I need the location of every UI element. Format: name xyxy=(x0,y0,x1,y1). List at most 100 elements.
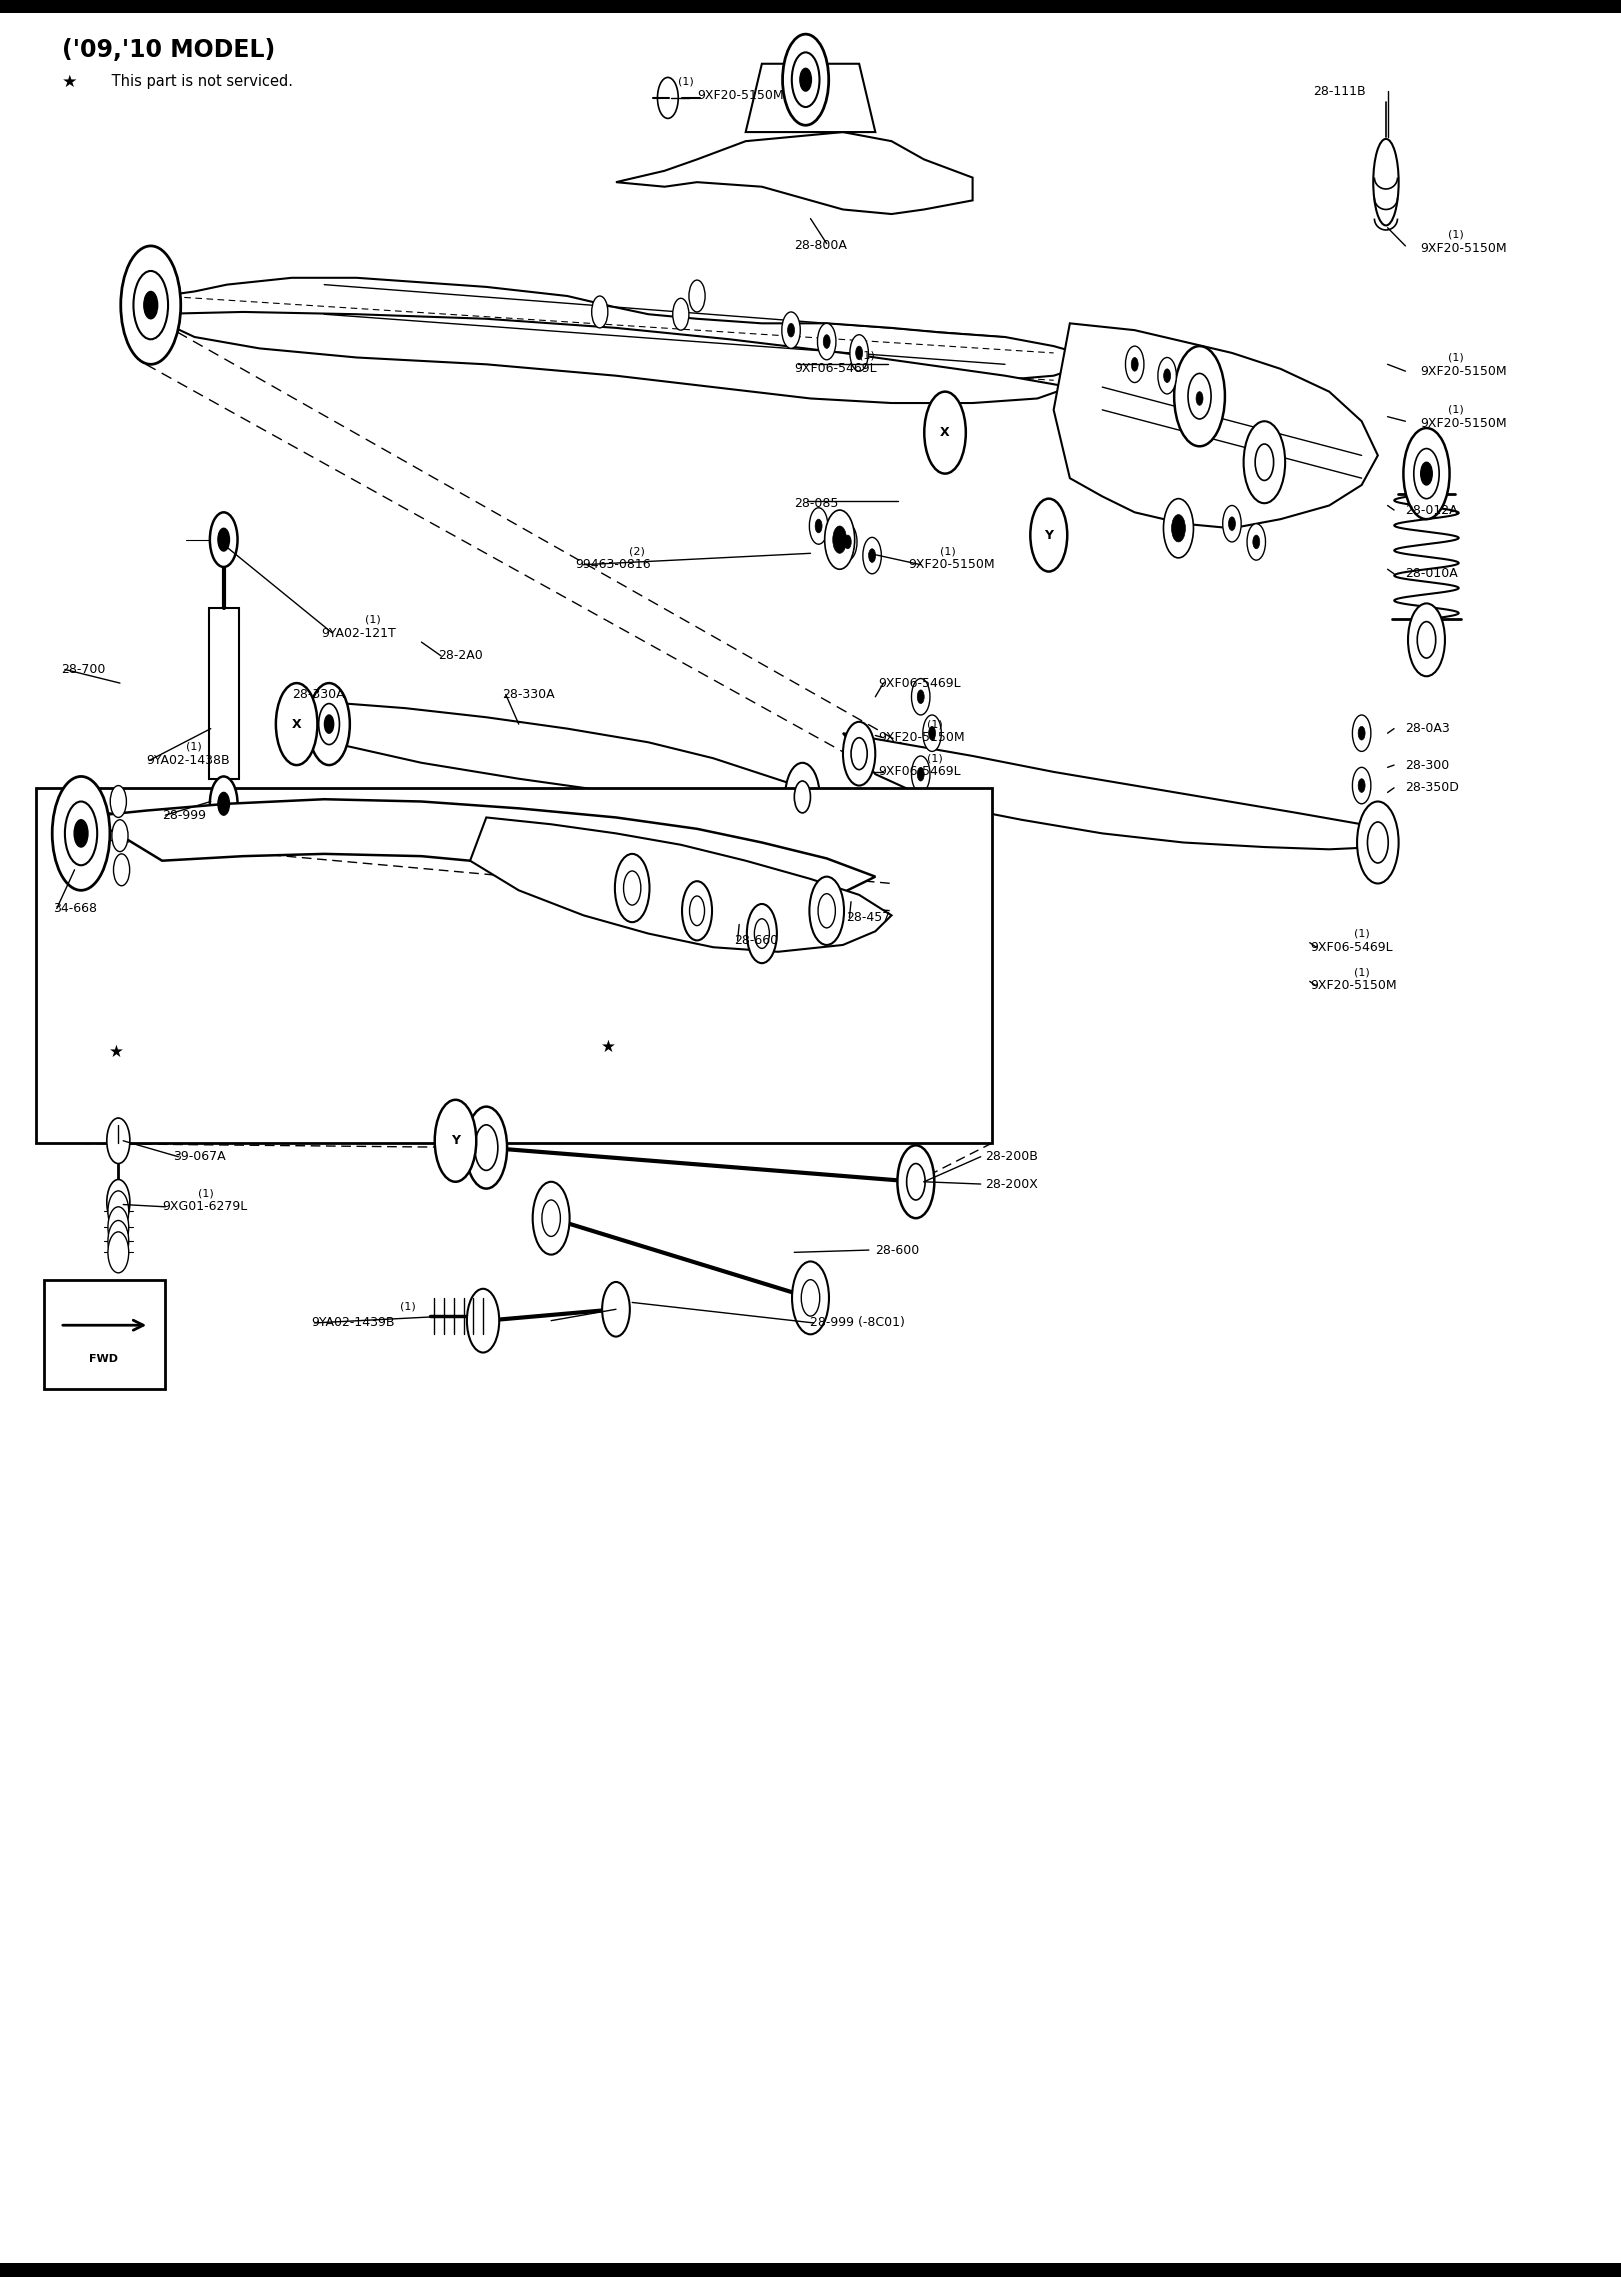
Text: 28-111B: 28-111B xyxy=(1313,84,1365,98)
Ellipse shape xyxy=(541,1200,561,1236)
Text: (1): (1) xyxy=(940,546,956,556)
Ellipse shape xyxy=(929,726,935,740)
Ellipse shape xyxy=(1368,822,1388,863)
Text: (1): (1) xyxy=(859,351,875,360)
Text: ★: ★ xyxy=(109,1043,125,1061)
Text: 34-668: 34-668 xyxy=(53,902,97,915)
Ellipse shape xyxy=(109,1207,128,1248)
Text: 28-600: 28-600 xyxy=(875,1243,919,1257)
Ellipse shape xyxy=(319,704,339,745)
Ellipse shape xyxy=(809,508,828,544)
Ellipse shape xyxy=(65,802,97,865)
Text: 9XF20-5150M: 9XF20-5150M xyxy=(1310,979,1396,993)
Text: 9XF06-5469L: 9XF06-5469L xyxy=(879,765,961,779)
Ellipse shape xyxy=(1031,499,1067,572)
Polygon shape xyxy=(57,799,875,899)
Ellipse shape xyxy=(614,854,650,922)
Ellipse shape xyxy=(107,1118,130,1164)
Text: Y: Y xyxy=(1044,528,1054,542)
Text: 28-300: 28-300 xyxy=(1405,758,1449,772)
Text: X: X xyxy=(940,426,950,439)
Ellipse shape xyxy=(217,792,230,815)
Ellipse shape xyxy=(1190,380,1209,417)
Polygon shape xyxy=(746,64,875,132)
Bar xyxy=(0,2263,1621,2277)
Text: 28-330A: 28-330A xyxy=(292,688,344,701)
Ellipse shape xyxy=(817,323,836,360)
Text: 9YA02-1438B: 9YA02-1438B xyxy=(146,754,230,767)
Ellipse shape xyxy=(1188,373,1211,419)
Text: 9XF20-5150M: 9XF20-5150M xyxy=(697,89,783,102)
Text: FWD: FWD xyxy=(89,1355,118,1364)
Ellipse shape xyxy=(144,291,157,319)
Ellipse shape xyxy=(1352,767,1371,804)
Ellipse shape xyxy=(109,1191,128,1232)
Ellipse shape xyxy=(869,549,875,562)
Ellipse shape xyxy=(689,280,705,312)
Text: 28-999: 28-999 xyxy=(162,808,206,822)
Ellipse shape xyxy=(917,690,924,704)
Ellipse shape xyxy=(815,519,822,533)
Text: 9XF06-5469L: 9XF06-5469L xyxy=(794,362,877,376)
Text: 28-0A3: 28-0A3 xyxy=(1405,722,1451,735)
Text: This part is not serviced.: This part is not serviced. xyxy=(107,75,293,89)
Text: 28-2A0: 28-2A0 xyxy=(438,649,483,663)
Text: (1): (1) xyxy=(1448,353,1464,362)
Bar xyxy=(36,788,992,1143)
Text: 9YA02-1439B: 9YA02-1439B xyxy=(311,1316,396,1330)
Ellipse shape xyxy=(1222,505,1242,542)
Ellipse shape xyxy=(1174,346,1225,446)
Ellipse shape xyxy=(1247,524,1266,560)
Text: 28-350D: 28-350D xyxy=(1405,781,1459,795)
Text: 28-999 (-8C01): 28-999 (-8C01) xyxy=(810,1316,906,1330)
Text: 28-800A: 28-800A xyxy=(794,239,848,253)
Ellipse shape xyxy=(785,763,820,831)
Ellipse shape xyxy=(1243,421,1285,503)
Ellipse shape xyxy=(1420,462,1433,485)
Ellipse shape xyxy=(819,893,835,929)
Ellipse shape xyxy=(52,776,110,890)
Text: (1): (1) xyxy=(1354,968,1370,977)
Ellipse shape xyxy=(673,298,689,330)
Ellipse shape xyxy=(689,895,705,924)
Ellipse shape xyxy=(845,535,851,549)
Ellipse shape xyxy=(658,77,678,118)
Text: (1): (1) xyxy=(198,1189,214,1198)
Text: 28-330A: 28-330A xyxy=(503,688,554,701)
Ellipse shape xyxy=(783,34,828,125)
Text: (2): (2) xyxy=(629,546,645,556)
Text: (1): (1) xyxy=(678,77,694,87)
FancyBboxPatch shape xyxy=(44,1280,165,1389)
Ellipse shape xyxy=(1417,622,1436,658)
Ellipse shape xyxy=(781,312,801,348)
Ellipse shape xyxy=(109,1220,128,1261)
Ellipse shape xyxy=(799,68,812,91)
Ellipse shape xyxy=(75,820,88,847)
Ellipse shape xyxy=(791,52,820,107)
Ellipse shape xyxy=(856,346,862,360)
Text: (1): (1) xyxy=(1448,230,1464,239)
Ellipse shape xyxy=(862,537,882,574)
Text: 9XF20-5150M: 9XF20-5150M xyxy=(1420,417,1506,430)
Text: Y: Y xyxy=(451,1134,460,1148)
Text: 28-085: 28-085 xyxy=(794,496,838,510)
Text: (1): (1) xyxy=(186,742,203,751)
Ellipse shape xyxy=(1409,603,1444,676)
Ellipse shape xyxy=(906,1164,926,1200)
Ellipse shape xyxy=(917,767,924,781)
Ellipse shape xyxy=(467,1289,499,1353)
Text: (1): (1) xyxy=(365,615,381,624)
Text: (1): (1) xyxy=(400,1302,417,1312)
Text: 28-457: 28-457 xyxy=(846,911,890,924)
Ellipse shape xyxy=(624,870,640,904)
Ellipse shape xyxy=(843,722,875,786)
Ellipse shape xyxy=(924,392,966,474)
Ellipse shape xyxy=(793,1261,828,1334)
Text: X: X xyxy=(292,717,302,731)
Ellipse shape xyxy=(1352,715,1371,751)
Ellipse shape xyxy=(1414,449,1439,499)
Ellipse shape xyxy=(1229,517,1235,531)
Polygon shape xyxy=(470,817,892,952)
Ellipse shape xyxy=(809,877,845,945)
Ellipse shape xyxy=(1196,392,1203,405)
